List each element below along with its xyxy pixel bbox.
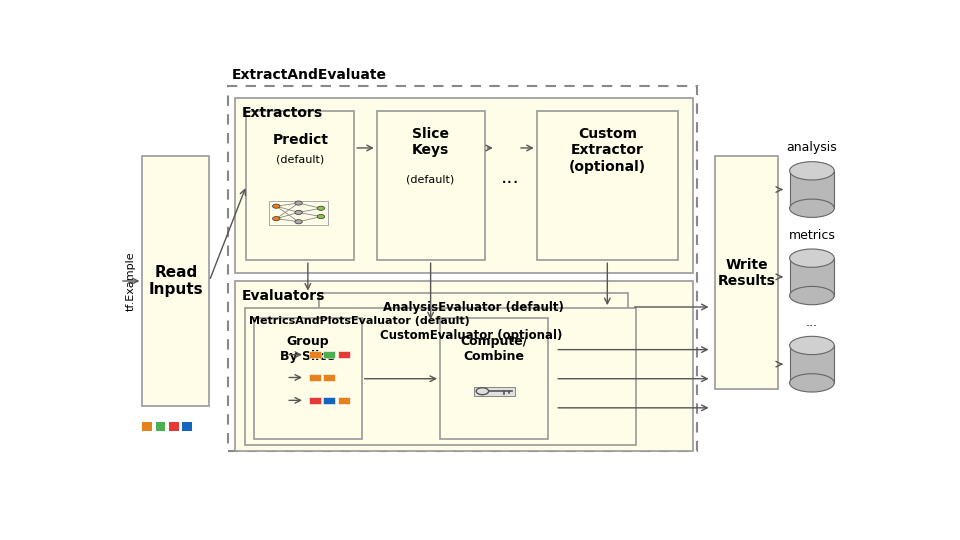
Bar bbox=[474, 387, 516, 396]
Circle shape bbox=[295, 220, 302, 224]
Text: ExtractAndEvaluate: ExtractAndEvaluate bbox=[231, 68, 387, 82]
FancyBboxPatch shape bbox=[235, 281, 693, 451]
Text: (default): (default) bbox=[406, 175, 455, 185]
FancyBboxPatch shape bbox=[142, 156, 209, 406]
Ellipse shape bbox=[789, 199, 834, 218]
Bar bbox=[169, 422, 179, 431]
Circle shape bbox=[273, 204, 280, 208]
Text: Compute/
Combine: Compute/ Combine bbox=[460, 335, 528, 363]
Circle shape bbox=[295, 201, 302, 205]
Bar bbox=[308, 352, 321, 358]
Circle shape bbox=[273, 217, 280, 221]
Ellipse shape bbox=[789, 161, 834, 180]
FancyBboxPatch shape bbox=[245, 308, 636, 445]
Text: Predict: Predict bbox=[273, 133, 328, 147]
Ellipse shape bbox=[789, 249, 834, 267]
Text: CustomEvaluator (optional): CustomEvaluator (optional) bbox=[380, 329, 563, 342]
Bar bbox=[308, 374, 321, 381]
FancyBboxPatch shape bbox=[247, 111, 354, 260]
Bar bbox=[789, 346, 834, 383]
Text: Custom
Extractor
(optional): Custom Extractor (optional) bbox=[568, 127, 646, 173]
Text: (default): (default) bbox=[276, 154, 324, 164]
Circle shape bbox=[317, 214, 324, 219]
FancyBboxPatch shape bbox=[715, 156, 779, 389]
Ellipse shape bbox=[789, 286, 834, 305]
Bar bbox=[338, 397, 350, 404]
Text: tf.Example: tf.Example bbox=[126, 251, 136, 311]
FancyBboxPatch shape bbox=[537, 111, 678, 260]
Text: ...: ... bbox=[806, 316, 818, 329]
Text: Extractors: Extractors bbox=[241, 105, 323, 119]
Bar bbox=[308, 397, 321, 404]
Text: AnalysisEvaluator (default): AnalysisEvaluator (default) bbox=[383, 300, 564, 314]
Text: analysis: analysis bbox=[786, 141, 837, 154]
Ellipse shape bbox=[789, 336, 834, 355]
Bar bbox=[789, 258, 834, 295]
Bar bbox=[324, 374, 335, 381]
Ellipse shape bbox=[789, 374, 834, 392]
Text: metrics: metrics bbox=[788, 228, 835, 241]
FancyBboxPatch shape bbox=[253, 319, 362, 439]
FancyBboxPatch shape bbox=[235, 98, 693, 273]
Bar bbox=[142, 422, 152, 431]
Text: ...: ... bbox=[501, 167, 520, 186]
FancyBboxPatch shape bbox=[320, 294, 628, 321]
Text: Slice
Keys: Slice Keys bbox=[412, 127, 449, 157]
Bar bbox=[324, 397, 335, 404]
Text: Write
Results: Write Results bbox=[718, 258, 776, 288]
Text: Evaluators: Evaluators bbox=[241, 288, 324, 302]
FancyBboxPatch shape bbox=[440, 319, 548, 439]
Bar bbox=[182, 422, 192, 431]
Bar bbox=[269, 201, 328, 225]
Text: Read
Inputs: Read Inputs bbox=[149, 265, 204, 297]
FancyBboxPatch shape bbox=[376, 111, 485, 260]
Bar bbox=[156, 422, 165, 431]
Text: Group
By Slice: Group By Slice bbox=[280, 335, 335, 363]
Bar bbox=[324, 352, 335, 358]
Circle shape bbox=[317, 206, 324, 210]
FancyBboxPatch shape bbox=[310, 322, 634, 348]
Bar bbox=[789, 171, 834, 208]
Bar bbox=[338, 352, 350, 358]
Text: MetricsAndPlotsEvaluator (default): MetricsAndPlotsEvaluator (default) bbox=[249, 315, 469, 326]
Circle shape bbox=[295, 210, 302, 214]
